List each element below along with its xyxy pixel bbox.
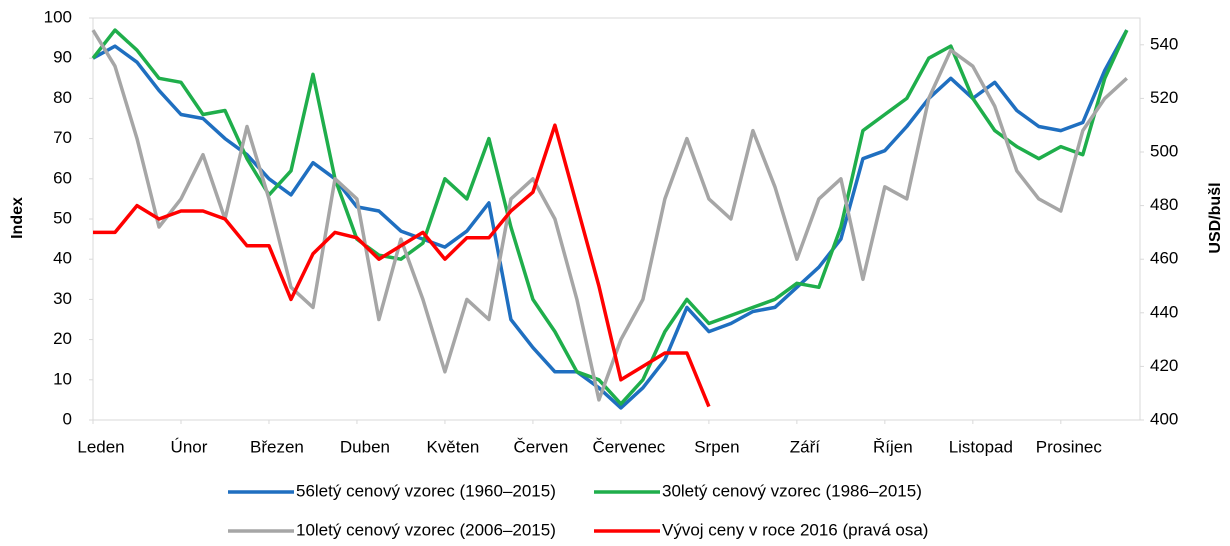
x-tick-label: Březen bbox=[250, 437, 304, 456]
legend-label: 56letý cenový vzorec (1960–2015) bbox=[296, 481, 556, 500]
y-tick-label: 100 bbox=[44, 7, 72, 26]
x-tick-label: Červenec bbox=[593, 437, 666, 456]
legend-label: 10letý cenový vzorec (2006–2015) bbox=[296, 520, 556, 539]
y-tick-label: 50 bbox=[53, 208, 72, 227]
y2-tick-label: 480 bbox=[1150, 195, 1178, 214]
y-axis-title: Index bbox=[9, 197, 26, 239]
data-line bbox=[93, 123, 711, 408]
y-tick-label: 70 bbox=[53, 128, 72, 147]
y-tick-label: 40 bbox=[53, 249, 72, 268]
x-tick-label: Duben bbox=[340, 437, 390, 456]
x-tick-label: Květen bbox=[426, 437, 479, 456]
x-tick-label: Srpen bbox=[694, 437, 739, 456]
y2-tick-label: 400 bbox=[1150, 409, 1178, 428]
y-tick-label: 10 bbox=[53, 369, 72, 388]
y-tick-label: 0 bbox=[63, 409, 72, 428]
legend-label: Vývoj ceny v roce 2016 (pravá osa) bbox=[662, 520, 928, 539]
x-tick-label: Prosinec bbox=[1036, 437, 1103, 456]
x-tick-label: Červen bbox=[514, 437, 569, 456]
x-tick-label: Únor bbox=[171, 437, 208, 456]
y2-tick-label: 500 bbox=[1150, 141, 1178, 160]
y2-axis-title: USD/bušl bbox=[1207, 182, 1224, 253]
x-tick-label: Říjen bbox=[873, 437, 913, 456]
y-tick-label: 20 bbox=[53, 329, 72, 348]
y-tick-label: 80 bbox=[53, 88, 72, 107]
y-tick-label: 30 bbox=[53, 289, 72, 308]
legend-label: 30letý cenový vzorec (1986–2015) bbox=[662, 481, 922, 500]
x-tick-label: Leden bbox=[77, 437, 124, 456]
y2-tick-label: 520 bbox=[1150, 88, 1178, 107]
x-tick-label: Listopad bbox=[949, 437, 1013, 456]
y-tick-label: 90 bbox=[53, 48, 72, 67]
x-tick-label: Září bbox=[790, 437, 821, 456]
y2-tick-label: 460 bbox=[1150, 249, 1178, 268]
data-line bbox=[91, 29, 1128, 402]
y2-tick-label: 540 bbox=[1150, 34, 1178, 53]
data-line bbox=[92, 29, 1129, 410]
y-tick-label: 60 bbox=[53, 168, 72, 187]
y2-tick-label: 440 bbox=[1150, 302, 1178, 321]
data-line bbox=[91, 28, 1129, 406]
y2-tick-label: 420 bbox=[1150, 356, 1178, 375]
